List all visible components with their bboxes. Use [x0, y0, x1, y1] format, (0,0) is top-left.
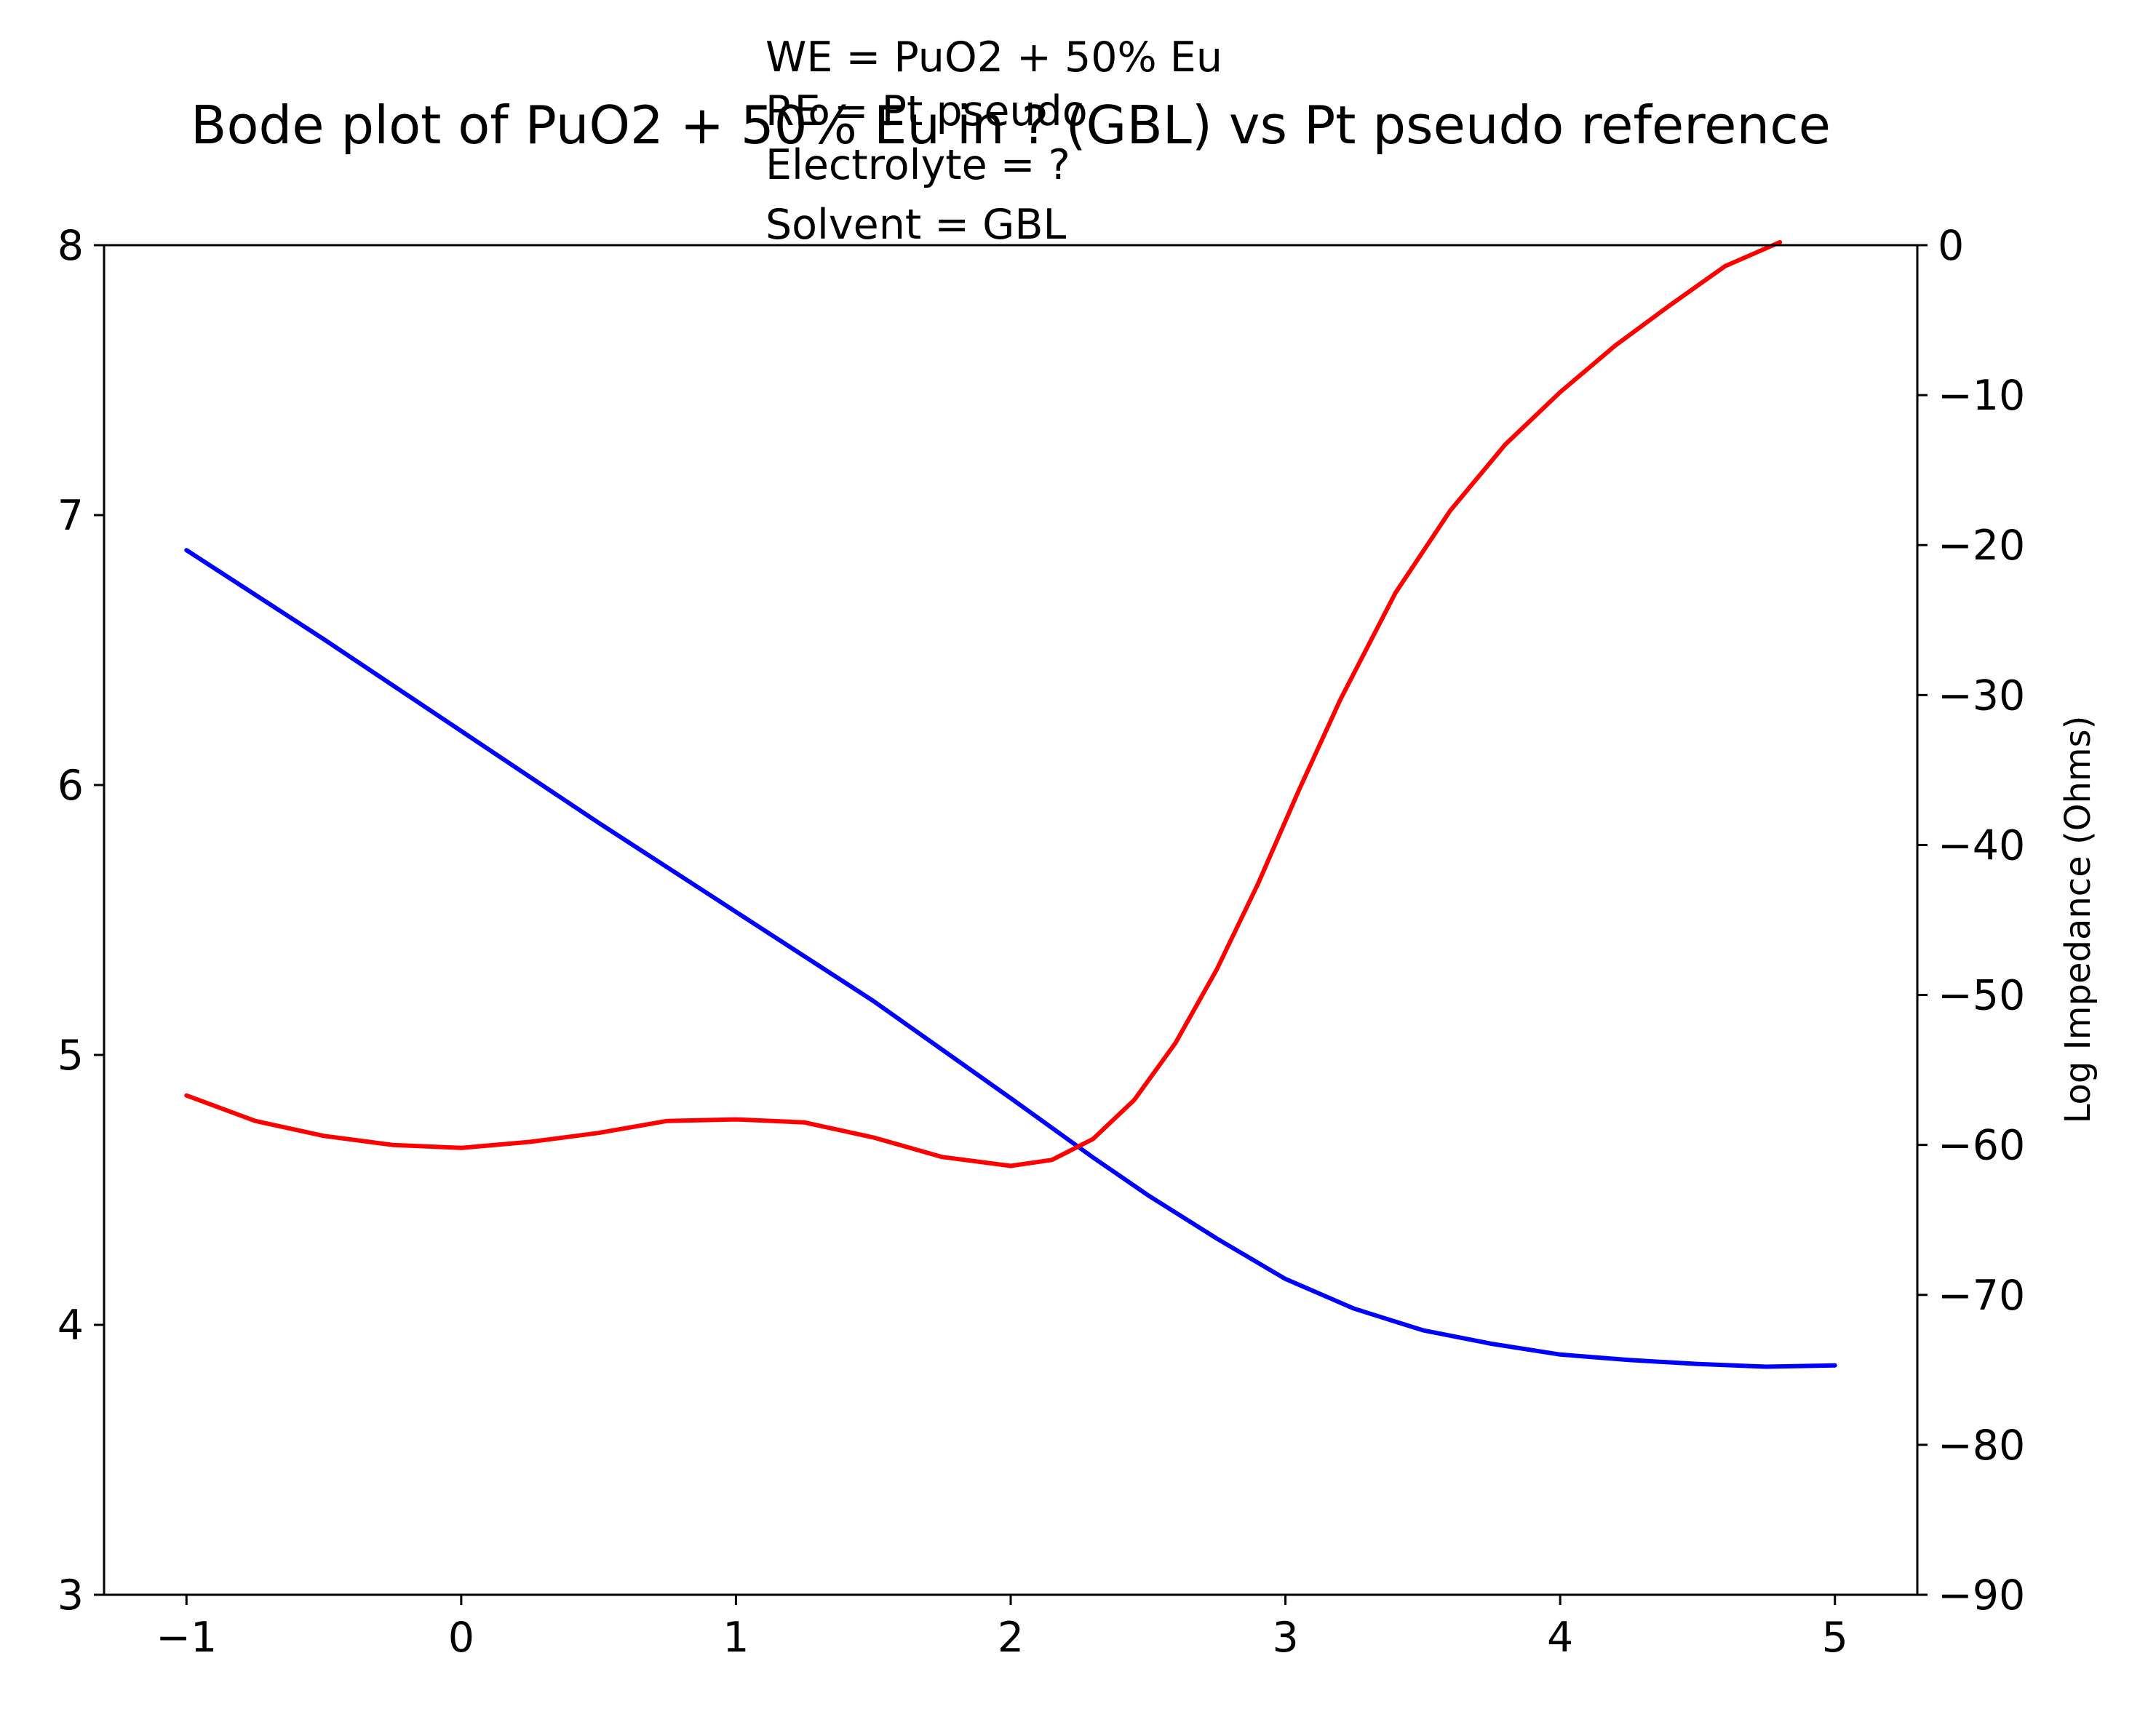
left-y-tick-label: 5 — [57, 1032, 84, 1080]
series-layer — [184, 239, 1837, 1369]
magnitude-series-line — [184, 548, 1837, 1369]
right-y-tick-label: −90 — [1938, 1571, 2025, 1620]
annotation-line-we: WE = PuO2 + 50% Eu — [765, 33, 1222, 81]
right-y-tick-label: 0 — [1938, 222, 1964, 270]
right-y-tick-label: −20 — [1938, 522, 2025, 570]
right-axis-label: Log Impedance (Ohms) — [2058, 716, 2099, 1124]
right-y-tick-label: −30 — [1938, 672, 2025, 720]
annotation-block: WE = PuO2 + 50% Eu RE = Pt pseudo Electr… — [765, 33, 1222, 249]
left-y-tick-label: 7 — [57, 492, 84, 540]
plot-frame — [103, 244, 1919, 1596]
left-y-tick-label: 6 — [57, 762, 84, 810]
left-y-tick-label: 8 — [57, 222, 84, 270]
x-tick-label: 0 — [448, 1614, 474, 1662]
right-y-tick-label: −80 — [1938, 1422, 2025, 1470]
right-y-tick-label: −40 — [1938, 821, 2025, 869]
right-y-tick-label: −10 — [1938, 372, 2025, 420]
left-y-tick-label: 3 — [57, 1571, 84, 1620]
ticks-layer: −1 0 1 2 3 4 5345678−90−80−70−60−50−40−30−20−1… — [57, 222, 2026, 1662]
phase-series-line — [184, 239, 1783, 1168]
left-y-tick-label: 4 — [57, 1302, 84, 1350]
right-y-tick-label: −50 — [1938, 972, 2025, 1020]
x-tick-label: 3 — [1272, 1614, 1298, 1662]
right-y-tick-label: −70 — [1938, 1272, 2025, 1320]
x-tick-label: 4 — [1547, 1614, 1573, 1662]
x-tick-label: 5 — [1822, 1614, 1848, 1662]
annotation-line-re: RE = Pt pseudo — [765, 87, 1088, 135]
x-tick-label: 2 — [998, 1614, 1024, 1662]
chart-title: Bode plot of PuO2 + 50% Eu in ? (GBL) vs… — [191, 95, 1831, 156]
x-tick-label: −1 — [156, 1614, 217, 1662]
right-y-tick-label: −60 — [1938, 1122, 2025, 1170]
annotation-line-electrolyte: Electrolyte = ? — [765, 141, 1070, 189]
x-tick-label: 1 — [723, 1614, 749, 1662]
annotation-line-solvent: Solvent = GBL — [765, 201, 1066, 249]
